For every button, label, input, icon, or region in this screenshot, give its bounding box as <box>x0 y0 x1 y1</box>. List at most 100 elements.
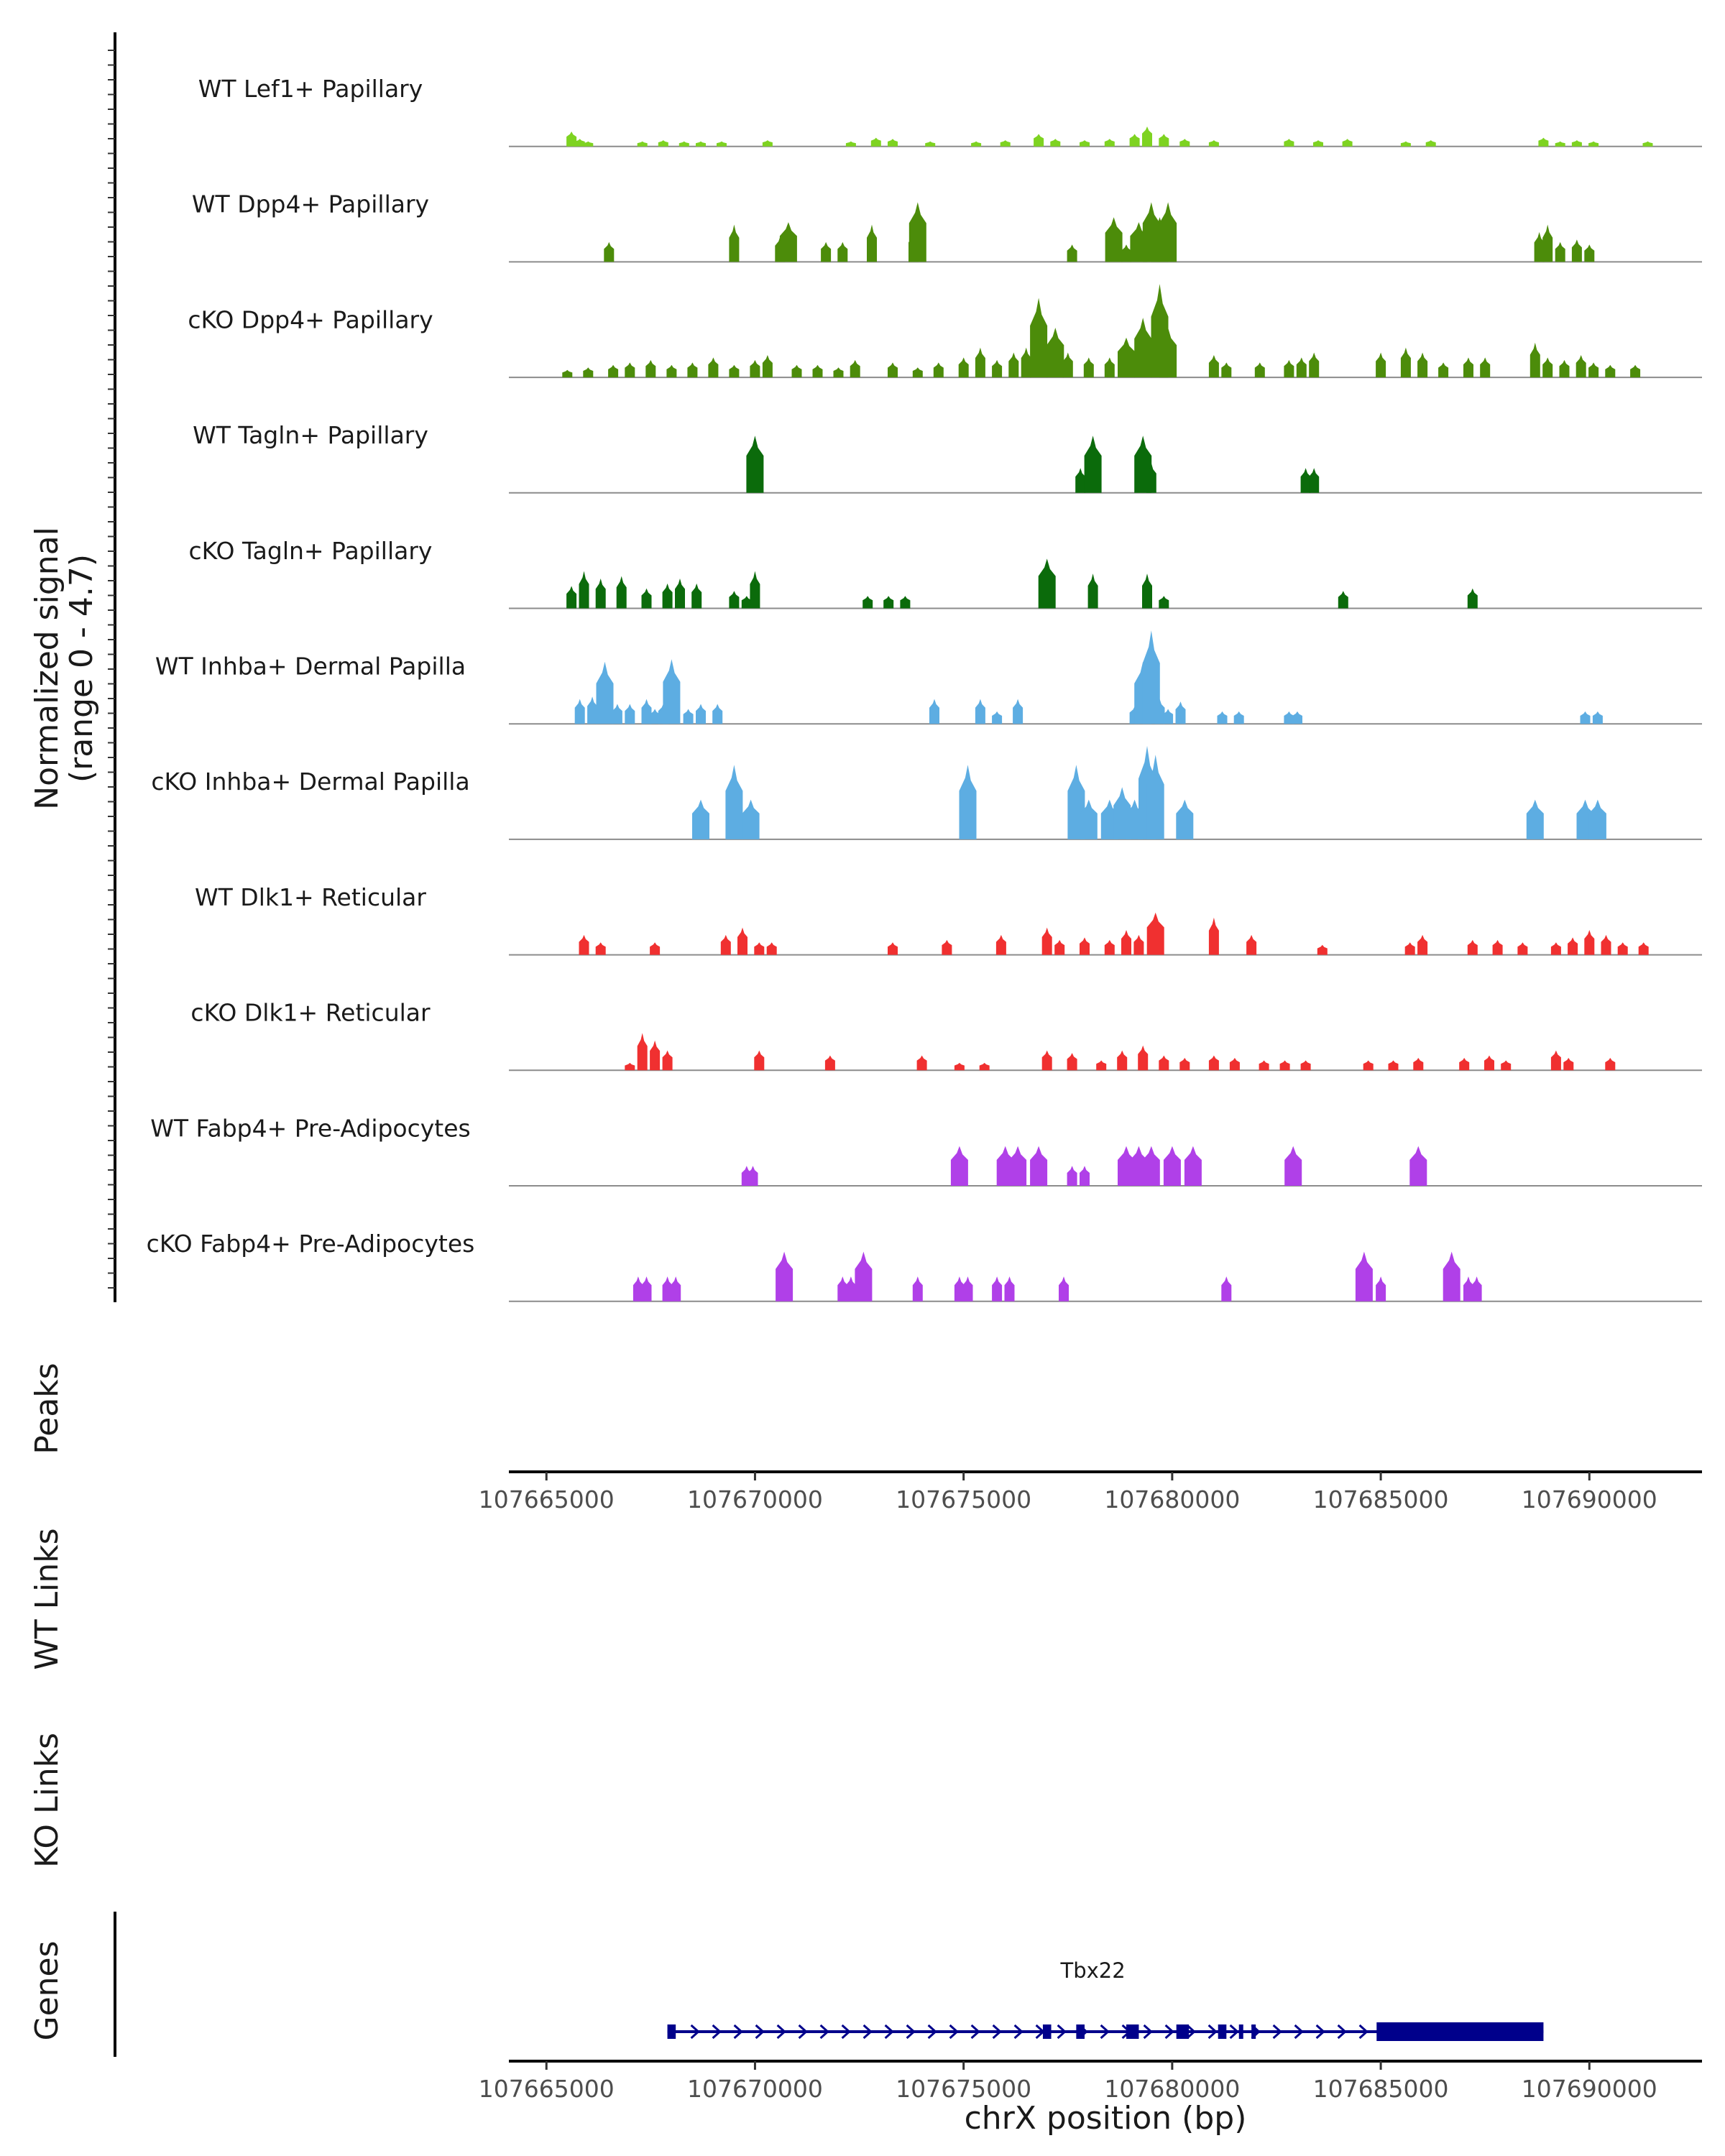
coverage-peak <box>1492 939 1503 955</box>
x-tick-label: 107680000 <box>1104 1485 1240 1514</box>
coverage-peak <box>587 696 598 724</box>
coverage-peak <box>1221 362 1232 378</box>
coverage-track: WT Dpp4+ Papillary <box>192 190 1702 263</box>
coverage-peak <box>1046 328 1064 378</box>
strand-arrow <box>862 2024 873 2040</box>
coverage-peak <box>1413 1058 1424 1071</box>
coverage-track: cKO Tagln+ Papillary <box>189 537 1702 609</box>
coverage-peak <box>1542 357 1553 378</box>
strand-arrow <box>776 2024 786 2040</box>
coverage-peak <box>583 367 594 378</box>
coverage-peak <box>712 704 723 724</box>
strand-arrow <box>841 2024 851 2040</box>
coverage-peak <box>1313 140 1323 147</box>
gene-name-label: Tbx22 <box>1059 1958 1125 1983</box>
coverage-peak <box>1463 357 1473 378</box>
coverage-peak <box>1083 357 1094 378</box>
coverage-peak <box>662 583 673 609</box>
coverage-peak <box>1134 318 1152 378</box>
coverage-peak <box>971 141 982 147</box>
coverage-peak <box>1284 1146 1302 1186</box>
coverage-peak <box>632 1276 643 1302</box>
coverage-peak <box>1471 1276 1482 1302</box>
coverage-peak <box>867 224 877 262</box>
coverage-peak <box>675 579 685 609</box>
strand-arrow <box>1186 2024 1196 2040</box>
coverage-peak <box>776 1251 794 1302</box>
coverage-peak <box>1576 355 1586 378</box>
coverage-peak <box>729 591 740 609</box>
coverage-peak <box>1363 1060 1374 1071</box>
coverage-peak <box>1459 1058 1470 1071</box>
coverage-peak <box>1425 140 1436 147</box>
coverage-peak <box>916 1055 927 1071</box>
coverage-peak <box>645 359 656 378</box>
coverage-peak <box>1067 1166 1077 1186</box>
coverage-peak <box>1159 202 1177 262</box>
coverage-peak <box>662 1276 673 1302</box>
coverage-peak <box>1208 140 1219 147</box>
coverage-peak <box>1146 755 1164 839</box>
track-label: cKO Inhba+ Dermal Papilla <box>151 768 469 796</box>
coverage-peak <box>1555 241 1565 262</box>
coverage-peak <box>1121 244 1131 262</box>
coverage-peak <box>1443 1251 1460 1302</box>
coverage-peak <box>1284 359 1294 378</box>
coverage-peak <box>979 1062 990 1071</box>
coverage-peak <box>1400 141 1411 147</box>
coverage-peak <box>566 132 577 147</box>
coverage-peak <box>1118 337 1135 378</box>
strand-arrow <box>798 2024 808 2040</box>
coverage-peak <box>1159 328 1177 378</box>
coverage-peak <box>754 1050 765 1071</box>
coverage-peak <box>1254 362 1265 378</box>
coverage-peak <box>912 1276 923 1302</box>
coverage-peak <box>1229 1058 1240 1071</box>
coverage-peak <box>975 699 985 724</box>
coverage-peak <box>641 699 652 724</box>
coverage-peak <box>742 799 760 839</box>
coverage-peak <box>992 711 1003 724</box>
coverage-peak <box>637 1033 648 1071</box>
coverage-peak <box>1041 1050 1052 1071</box>
coverage-peak <box>1338 591 1348 609</box>
coverage-peak <box>1292 711 1302 724</box>
coverage-peak <box>1467 588 1478 609</box>
strand-arrow <box>1013 2024 1024 2040</box>
coverage-peak <box>1568 937 1578 955</box>
coverage-peak <box>962 1276 973 1302</box>
track-label: WT Lef1+ Papillary <box>198 75 423 103</box>
track-label: cKO Dlk1+ Reticular <box>190 999 431 1027</box>
coverage-peak <box>1617 942 1628 955</box>
coverage-peak <box>762 355 773 378</box>
strand-arrow <box>1164 2024 1174 2040</box>
coverage-peak <box>888 362 898 378</box>
coverage-peak <box>1605 1058 1616 1071</box>
coverage-peak <box>1087 573 1098 609</box>
strand-arrow <box>755 2024 765 2040</box>
coverage-peak <box>1571 140 1582 147</box>
coverage-peak <box>687 362 698 378</box>
coverage-peak <box>666 364 677 378</box>
coverage-peak <box>1030 1146 1048 1186</box>
strand-arrow <box>927 2024 937 2040</box>
coverage-peak <box>1133 934 1144 955</box>
track-label: cKO Fabp4+ Pre-Adipocytes <box>147 1230 475 1258</box>
strand-arrow <box>1294 2024 1304 2040</box>
coverage-peak <box>574 139 585 147</box>
coverage-peak <box>837 1276 848 1302</box>
coverage-peak <box>1163 709 1174 724</box>
coverage-peak <box>1300 1060 1311 1071</box>
coverage-peak <box>662 1050 673 1071</box>
gene-model: Tbx22 <box>667 1958 1544 2041</box>
coverage-peak <box>1142 1146 1160 1186</box>
coverage-peak <box>608 364 619 378</box>
coverage-peak <box>737 927 748 955</box>
coverage-peak <box>1080 140 1090 147</box>
coverage-peak <box>1388 1060 1399 1071</box>
coverage-peak <box>1309 352 1320 378</box>
coverage-peak <box>1296 357 1307 378</box>
track-label: WT Fabp4+ Pre-Adipocytes <box>150 1114 470 1142</box>
coverage-peak <box>1584 930 1595 955</box>
coverage-peak <box>1067 1053 1077 1071</box>
